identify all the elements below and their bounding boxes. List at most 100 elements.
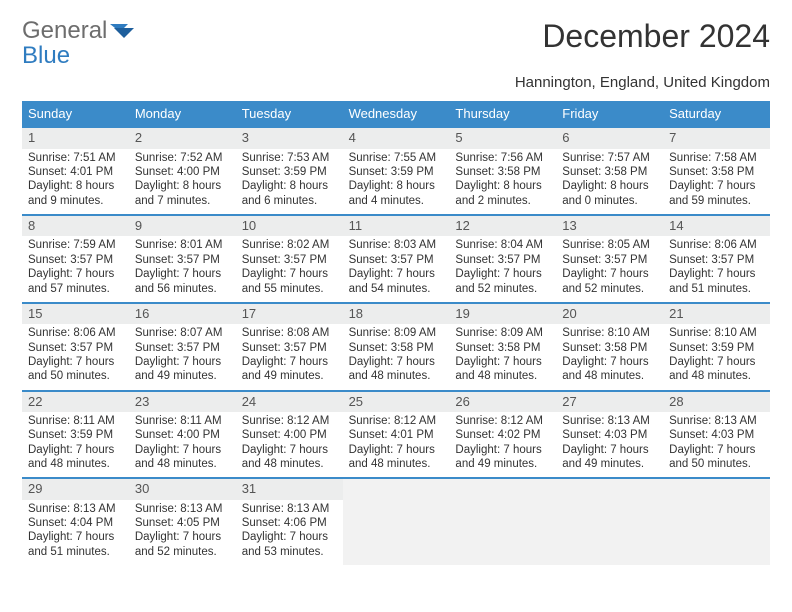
- month-title: December 2024: [542, 18, 770, 55]
- sunset-text: Sunset: 3:57 PM: [349, 253, 444, 267]
- day-number: 16: [129, 304, 236, 324]
- sunset-text: Sunset: 3:57 PM: [242, 253, 337, 267]
- day-number: 29: [22, 479, 129, 499]
- day-cell: 25Sunrise: 8:12 AMSunset: 4:01 PMDayligh…: [343, 390, 450, 478]
- brand-line2: Blue: [22, 42, 70, 69]
- daylight-text: Daylight: 7 hours and 49 minutes.: [455, 443, 550, 472]
- flag-icon: [110, 22, 136, 42]
- day-number: 21: [663, 304, 770, 324]
- sunrise-text: Sunrise: 8:03 AM: [349, 238, 444, 252]
- location-label: Hannington, England, United Kingdom: [22, 74, 770, 91]
- day-cell: 27Sunrise: 8:13 AMSunset: 4:03 PMDayligh…: [556, 390, 663, 478]
- daylight-text: Daylight: 7 hours and 49 minutes.: [242, 355, 337, 384]
- sunset-text: Sunset: 3:57 PM: [135, 341, 230, 355]
- day-number: 27: [556, 392, 663, 412]
- day-cell: 19Sunrise: 8:09 AMSunset: 3:58 PMDayligh…: [449, 302, 556, 390]
- day-cell: 24 Sunrise: 8:12 AMSunset: 4:00 PMDayligh…: [236, 390, 343, 478]
- daylight-text: Daylight: 8 hours and 6 minutes.: [242, 179, 337, 208]
- daylight-text: Daylight: 7 hours and 52 minutes.: [135, 530, 230, 559]
- sunset-text: Sunset: 4:00 PM: [135, 165, 230, 179]
- sunrise-text: Sunrise: 7:52 AM: [135, 151, 230, 165]
- day-cell: 30Sunrise: 8:13 AMSunset: 4:05 PMDayligh…: [129, 477, 236, 565]
- sunset-text: Sunset: 3:57 PM: [242, 341, 337, 355]
- day-body: Sunrise: 8:08 AMSunset: 3:57 PMDaylight:…: [236, 324, 343, 390]
- empty-cell: [663, 477, 770, 565]
- day-cell: 31Sunrise: 8:13 AMSunset: 4:06 PMDayligh…: [236, 477, 343, 565]
- sunset-text: Sunset: 3:59 PM: [28, 428, 123, 442]
- day-cell: 8Sunrise: 7:59 AMSunset: 3:57 PMDaylight…: [22, 214, 129, 302]
- day-cell: 17Sunrise: 8:08 AMSunset: 3:57 PMDayligh…: [236, 302, 343, 390]
- weekday-header: Sunday: [22, 101, 129, 126]
- daylight-text: Daylight: 7 hours and 48 minutes.: [562, 355, 657, 384]
- brand-text: General Blue: [22, 18, 107, 68]
- sunset-text: Sunset: 4:05 PM: [135, 516, 230, 530]
- day-body: Sunrise: 8:13 AMSunset: 4:05 PMDaylight:…: [129, 500, 236, 566]
- weekday-header: Tuesday: [236, 101, 343, 126]
- sunset-text: Sunset: 4:00 PM: [242, 428, 337, 442]
- day-number: 8: [22, 216, 129, 236]
- daylight-text: Daylight: 7 hours and 48 minutes.: [349, 443, 444, 472]
- day-number: 25: [343, 392, 450, 412]
- day-number: 19: [449, 304, 556, 324]
- day-body: Sunrise: 8:12 AMSunset: 4:01 PMDaylight:…: [343, 412, 450, 478]
- day-cell: 18Sunrise: 8:09 AMSunset: 3:58 PMDayligh…: [343, 302, 450, 390]
- day-number: 1: [22, 128, 129, 148]
- daylight-text: Daylight: 8 hours and 4 minutes.: [349, 179, 444, 208]
- empty-cell: [449, 477, 556, 565]
- day-number: 12: [449, 216, 556, 236]
- sunrise-text: Sunrise: 8:11 AM: [28, 414, 123, 428]
- sunrise-text: Sunrise: 8:05 AM: [562, 238, 657, 252]
- sunset-text: Sunset: 4:03 PM: [562, 428, 657, 442]
- day-number: 5: [449, 128, 556, 148]
- day-body: Sunrise: 8:07 AMSunset: 3:57 PMDaylight:…: [129, 324, 236, 390]
- day-cell: 22Sunrise: 8:11 AMSunset: 3:59 PMDayligh…: [22, 390, 129, 478]
- day-body: Sunrise: 8:13 AMSunset: 4:06 PMDaylight:…: [236, 500, 343, 566]
- day-cell: 21Sunrise: 8:10 AMSunset: 3:59 PMDayligh…: [663, 302, 770, 390]
- day-body: Sunrise: 8:12 AMSunset: 4:02 PMDaylight:…: [449, 412, 556, 478]
- day-body: Sunrise: 8:06 AMSunset: 3:57 PMDaylight:…: [663, 236, 770, 302]
- daylight-text: Daylight: 7 hours and 48 minutes.: [242, 443, 337, 472]
- sunrise-text: Sunrise: 7:56 AM: [455, 151, 550, 165]
- day-cell: 29Sunrise: 8:13 AMSunset: 4:04 PMDayligh…: [22, 477, 129, 565]
- sunrise-text: Sunrise: 8:12 AM: [455, 414, 550, 428]
- sunset-text: Sunset: 4:00 PM: [135, 428, 230, 442]
- sunrise-text: Sunrise: 7:53 AM: [242, 151, 337, 165]
- sunset-text: Sunset: 4:01 PM: [28, 165, 123, 179]
- sunset-text: Sunset: 3:58 PM: [562, 341, 657, 355]
- sunset-text: Sunset: 3:58 PM: [455, 165, 550, 179]
- daylight-text: Daylight: 7 hours and 52 minutes.: [455, 267, 550, 296]
- daylight-text: Daylight: 8 hours and 2 minutes.: [455, 179, 550, 208]
- sunrise-text: Sunrise: 8:12 AM: [242, 414, 337, 428]
- day-body: Sunrise: 8:13 AMSunset: 4:04 PMDaylight:…: [22, 500, 129, 566]
- daylight-text: Daylight: 7 hours and 59 minutes.: [669, 179, 764, 208]
- daylight-text: Daylight: 7 hours and 55 minutes.: [242, 267, 337, 296]
- daylight-text: Daylight: 7 hours and 48 minutes.: [669, 355, 764, 384]
- sunrise-text: Sunrise: 8:08 AM: [242, 326, 337, 340]
- day-body: Sunrise: 8:09 AMSunset: 3:58 PMDaylight:…: [449, 324, 556, 390]
- day-number: 24: [236, 392, 343, 412]
- day-body: Sunrise: 7:52 AMSunset: 4:00 PMDaylight:…: [129, 149, 236, 215]
- day-body: Sunrise: 8:06 AMSunset: 3:57 PMDaylight:…: [22, 324, 129, 390]
- day-body: Sunrise: 7:51 AMSunset: 4:01 PMDaylight:…: [22, 149, 129, 215]
- day-cell: 9Sunrise: 8:01 AMSunset: 3:57 PMDaylight…: [129, 214, 236, 302]
- daylight-text: Daylight: 7 hours and 49 minutes.: [562, 443, 657, 472]
- day-number: 2: [129, 128, 236, 148]
- day-cell: 20Sunrise: 8:10 AMSunset: 3:58 PMDayligh…: [556, 302, 663, 390]
- day-cell: 13Sunrise: 8:05 AMSunset: 3:57 PMDayligh…: [556, 214, 663, 302]
- sunrise-text: Sunrise: 8:11 AM: [135, 414, 230, 428]
- daylight-text: Daylight: 7 hours and 50 minutes.: [28, 355, 123, 384]
- sunset-text: Sunset: 3:59 PM: [242, 165, 337, 179]
- sunrise-text: Sunrise: 7:57 AM: [562, 151, 657, 165]
- sunrise-text: Sunrise: 8:01 AM: [135, 238, 230, 252]
- day-cell: 11Sunrise: 8:03 AMSunset: 3:57 PMDayligh…: [343, 214, 450, 302]
- day-body: Sunrise: 8:10 AMSunset: 3:59 PMDaylight:…: [663, 324, 770, 390]
- daylight-text: Daylight: 7 hours and 48 minutes.: [28, 443, 123, 472]
- brand-logo: General Blue: [22, 18, 136, 68]
- day-cell: 4Sunrise: 7:55 AMSunset: 3:59 PMDaylight…: [343, 126, 450, 214]
- day-body: Sunrise: 7:59 AMSunset: 3:57 PMDaylight:…: [22, 236, 129, 302]
- day-cell: 6Sunrise: 7:57 AMSunset: 3:58 PMDaylight…: [556, 126, 663, 214]
- sunset-text: Sunset: 3:57 PM: [455, 253, 550, 267]
- daylight-text: Daylight: 7 hours and 48 minutes.: [135, 443, 230, 472]
- sunset-text: Sunset: 4:01 PM: [349, 428, 444, 442]
- day-body: Sunrise: 8:10 AMSunset: 3:58 PMDaylight:…: [556, 324, 663, 390]
